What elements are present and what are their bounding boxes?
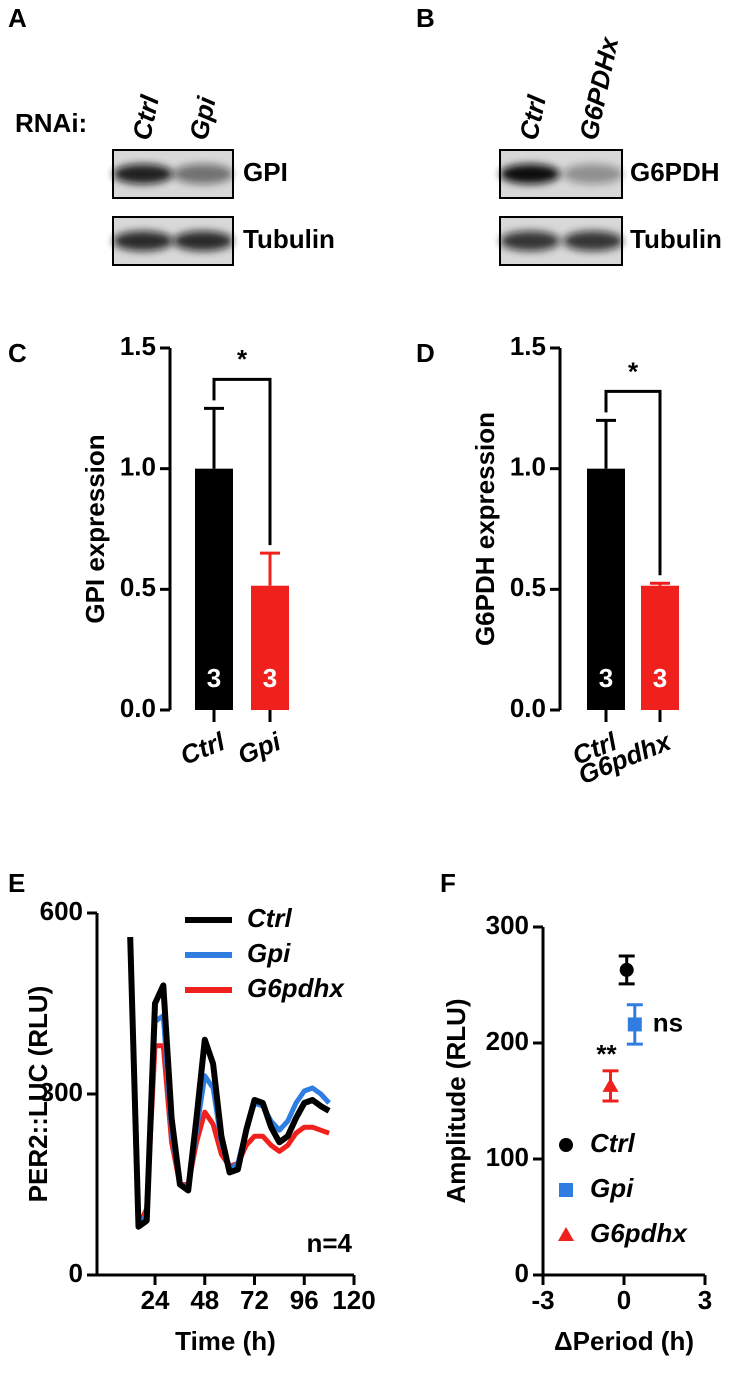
blot-band xyxy=(563,231,623,251)
marker xyxy=(602,1077,619,1092)
y-tick-label: 0.0 xyxy=(510,693,546,723)
y-tick-label: 1.0 xyxy=(510,452,546,482)
lane-label: Gpi xyxy=(183,93,222,142)
band-label: GPI xyxy=(243,157,288,187)
lane-label: G6PDHx xyxy=(573,33,624,143)
blot-band xyxy=(173,231,233,251)
x-axis-label: ΔPeriod (h) xyxy=(554,1326,694,1356)
blot-band xyxy=(500,231,560,251)
x-tick-label: 48 xyxy=(190,1285,219,1315)
lane-label: Ctrl xyxy=(513,92,552,143)
y-tick-label: 300 xyxy=(40,1077,83,1107)
legend-label: Ctrl xyxy=(247,903,293,933)
y-tick-label: 0 xyxy=(69,1258,83,1288)
blot-band xyxy=(113,164,173,184)
n-label: 3 xyxy=(207,663,221,693)
y-tick-label: 0 xyxy=(515,1258,529,1288)
marker xyxy=(627,1017,642,1032)
n-label: 3 xyxy=(653,663,667,693)
panel-letter: A xyxy=(8,3,27,33)
band-label: Tubulin xyxy=(630,224,722,254)
blot-band xyxy=(500,164,560,184)
series-line xyxy=(127,937,331,1230)
annotation: n=4 xyxy=(306,1228,352,1258)
blot-band xyxy=(173,164,233,184)
x-tick-label: 0 xyxy=(617,1285,631,1315)
x-tick-label: 3 xyxy=(698,1285,712,1315)
legend-label: Ctrl xyxy=(590,1128,636,1158)
y-tick-label: 0.5 xyxy=(510,572,546,602)
x-axis-label: Time (h) xyxy=(175,1326,276,1356)
legend-label: Gpi xyxy=(590,1173,634,1203)
x-tick-label: Ctrl xyxy=(176,726,229,771)
panel-letter: C xyxy=(8,338,27,368)
significance-label: * xyxy=(237,344,248,374)
x-tick-label: 96 xyxy=(290,1285,319,1315)
x-tick-label: Gpi xyxy=(233,726,285,770)
y-axis-label: G6PDH expression xyxy=(470,412,500,646)
bar xyxy=(641,585,679,710)
y-tick-label: 200 xyxy=(486,1026,529,1056)
y-tick-label: 600 xyxy=(40,896,83,926)
bar xyxy=(195,468,233,710)
annotation: ns xyxy=(653,1007,683,1037)
y-tick-label: 100 xyxy=(486,1142,529,1172)
legend-marker xyxy=(559,1183,573,1197)
bar xyxy=(587,468,625,710)
legend-label: Gpi xyxy=(247,938,291,968)
significance-label: * xyxy=(628,356,639,386)
x-tick-label: -3 xyxy=(531,1285,554,1315)
blot-band xyxy=(563,164,623,184)
lane-label: Ctrl xyxy=(126,92,165,143)
y-tick-label: 1.5 xyxy=(120,331,156,361)
y-axis-label: Amplitude (RLU) xyxy=(441,998,471,1203)
panel-letter: E xyxy=(8,868,25,898)
band-label: G6PDH xyxy=(630,157,720,187)
significance-bracket xyxy=(604,389,662,576)
legend-label: G6pdhx xyxy=(590,1218,688,1248)
y-axis-label: PER2::LUC (RLU) xyxy=(23,986,53,1203)
blot-prefix: RNAi: xyxy=(15,108,87,138)
y-axis-label: GPI expression xyxy=(80,434,110,623)
legend-label: G6pdhx xyxy=(247,973,345,1003)
band-label: Tubulin xyxy=(243,224,335,254)
legend-marker xyxy=(559,1138,573,1152)
panel-letter: D xyxy=(416,338,435,368)
panel-letter: B xyxy=(416,3,435,33)
y-tick-label: 0.5 xyxy=(120,572,156,602)
annotation: ** xyxy=(596,1039,617,1069)
y-tick-label: 0.0 xyxy=(120,693,156,723)
y-tick-label: 1.5 xyxy=(510,331,546,361)
n-label: 3 xyxy=(599,663,613,693)
x-tick-label: 120 xyxy=(332,1285,375,1315)
panel-letter: F xyxy=(440,868,456,898)
legend-marker xyxy=(558,1227,574,1241)
y-tick-label: 1.0 xyxy=(120,452,156,482)
x-tick-label: 72 xyxy=(240,1285,269,1315)
n-label: 3 xyxy=(263,663,277,693)
significance-bracket xyxy=(212,377,272,546)
marker xyxy=(619,962,634,977)
x-tick-label: 24 xyxy=(141,1285,170,1315)
y-tick-label: 300 xyxy=(486,910,529,940)
blot-band xyxy=(113,231,173,251)
bar xyxy=(251,585,289,710)
